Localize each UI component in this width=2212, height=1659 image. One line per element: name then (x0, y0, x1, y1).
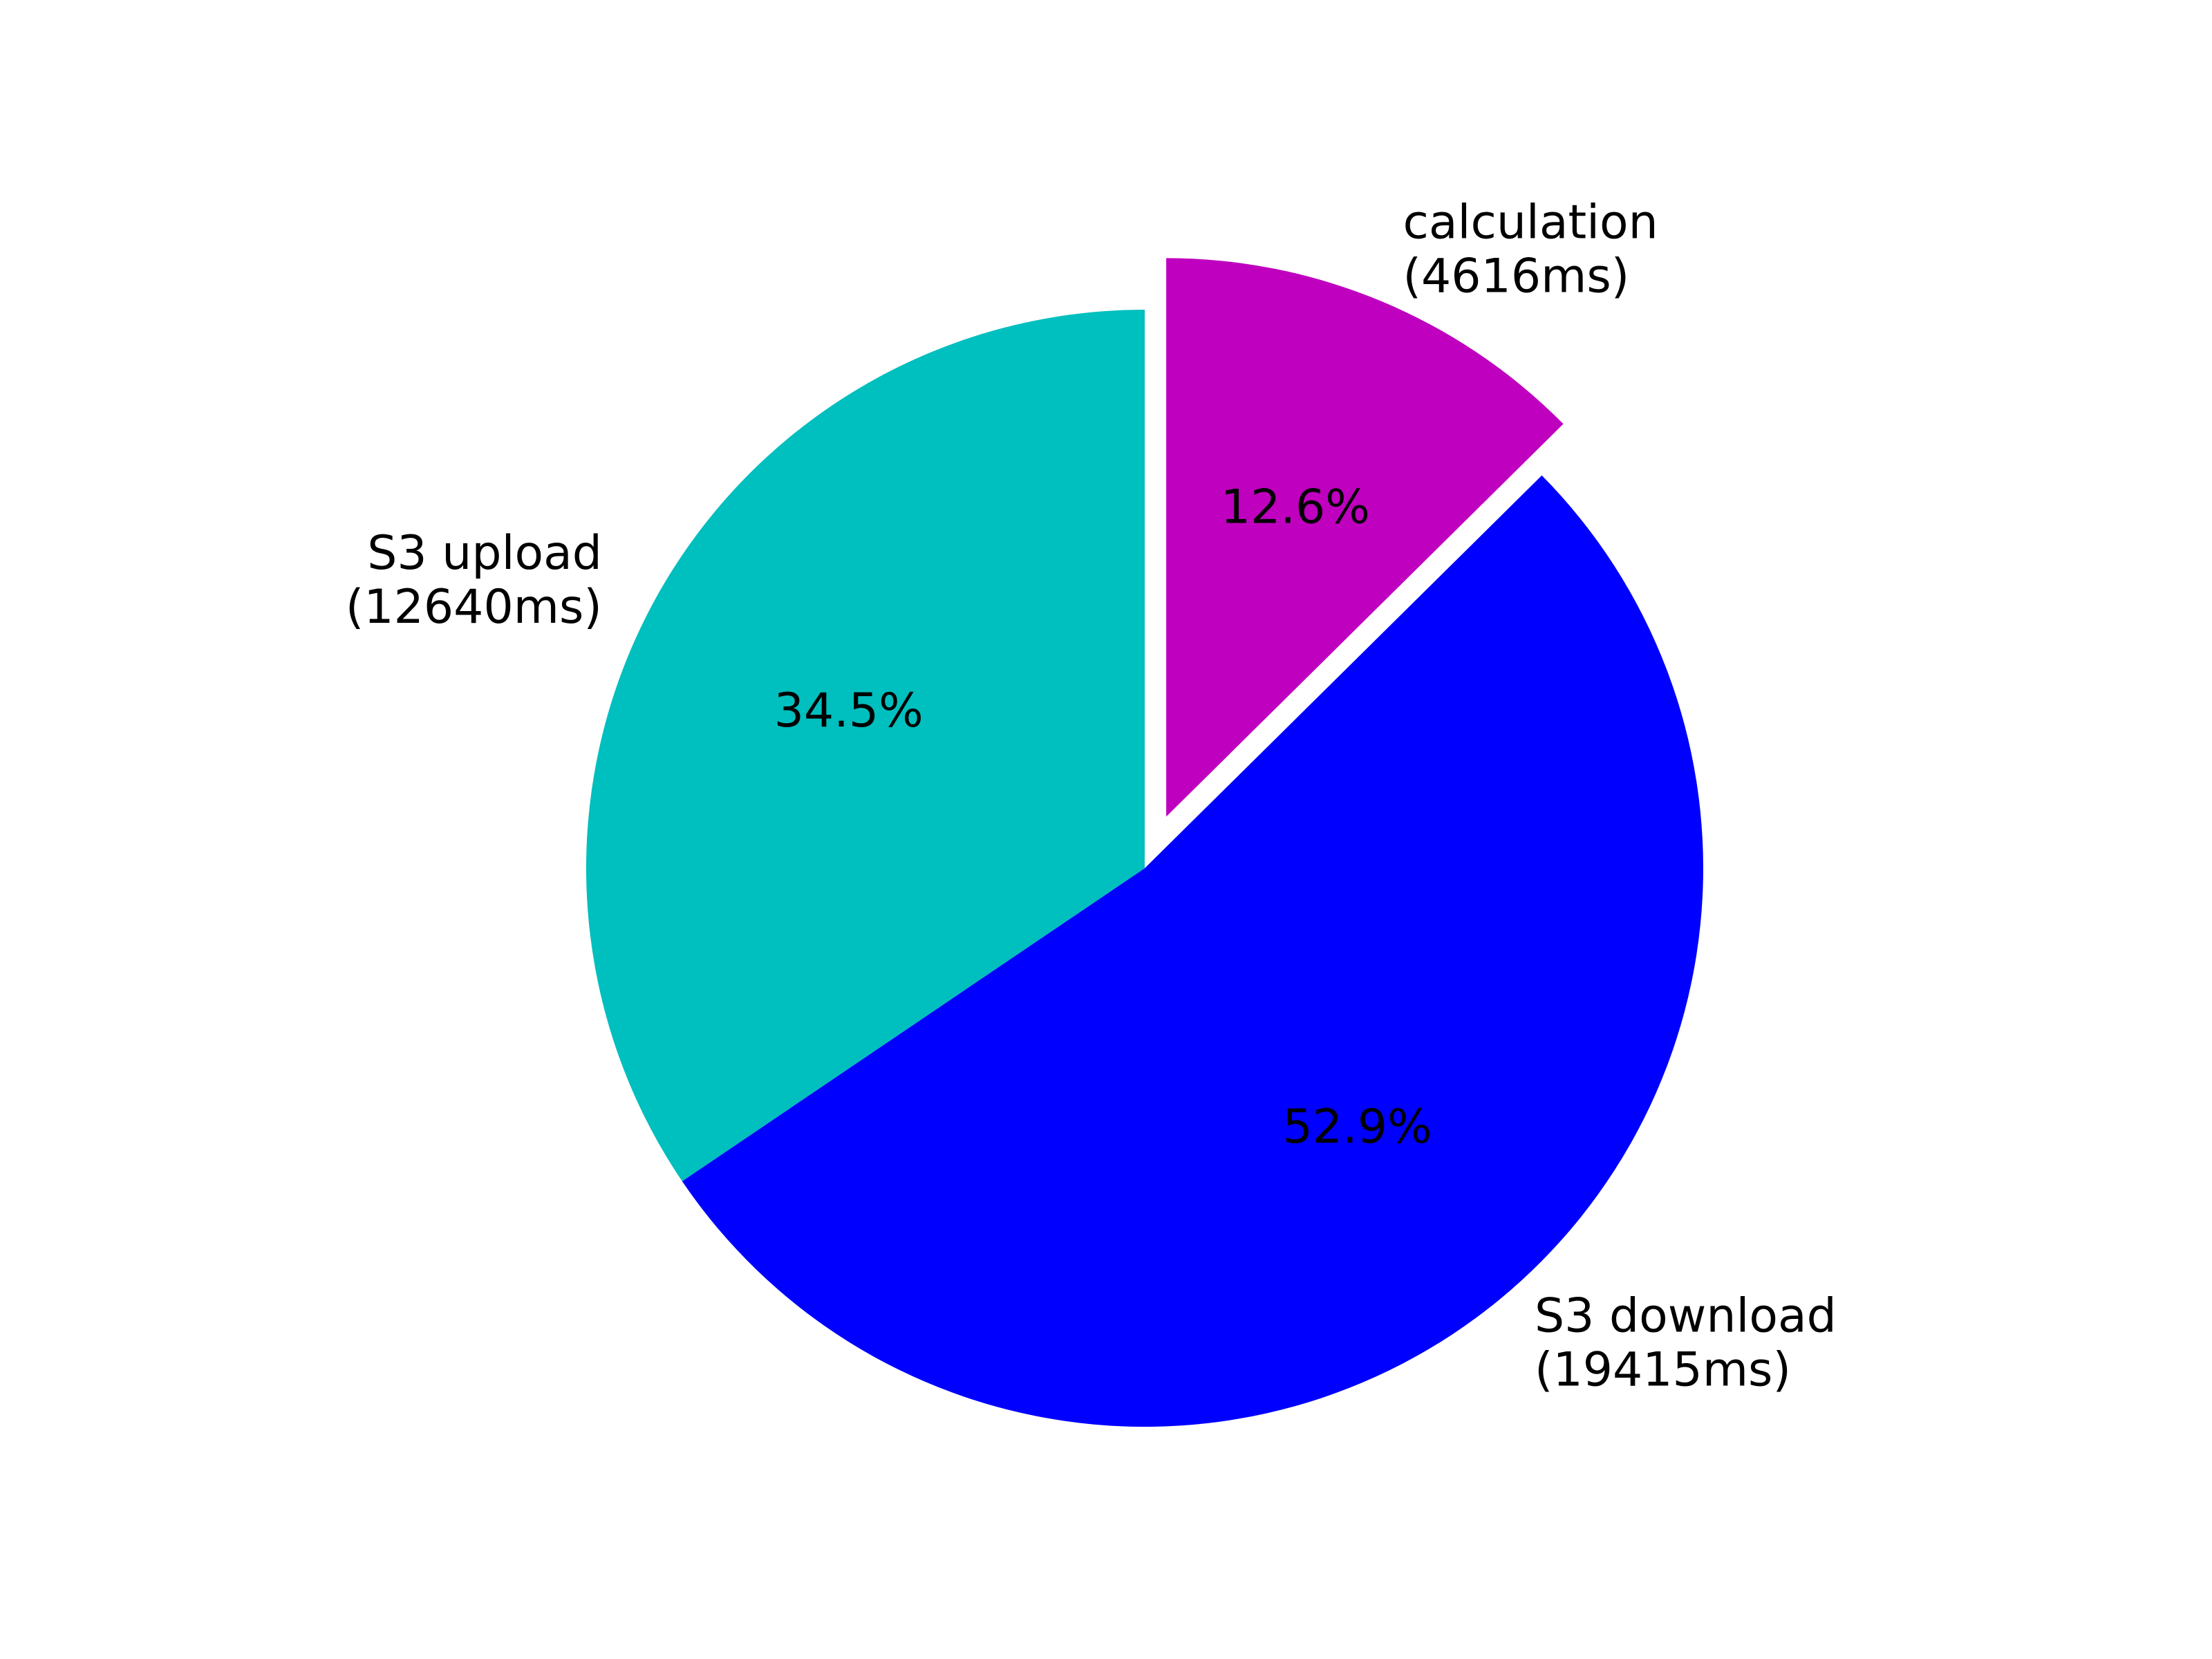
pie-slices (586, 258, 1703, 1427)
pie-category-detail: (4616ms) (1403, 250, 1630, 304)
pie-category-detail: (19415ms) (1535, 1342, 1791, 1397)
pie-percent-label-s3-upload: 34.5% (774, 684, 924, 738)
pie-percent-label-s3-download: 52.9% (1283, 1100, 1432, 1154)
pie-category-label-s3-upload: S3 upload (12640ms) (346, 526, 602, 635)
pie-slice-s3-upload (586, 310, 1145, 1181)
pie-category-label-calculation: calculation (4616ms) (1403, 196, 1658, 304)
pie-slice-calculation (1166, 258, 1564, 817)
pie-category-name: S3 download (1535, 1288, 1837, 1343)
pie-category-detail: (12640ms) (346, 580, 602, 635)
pie-slice-s3-download (682, 475, 1703, 1427)
pie-category-name: S3 upload (367, 526, 602, 581)
pie-category-label-s3-download: S3 download (19415ms) (1535, 1288, 1837, 1397)
pie-labels: 12.6% calculation (4616ms) 52.9% S3 download… (346, 196, 1837, 1398)
pie-percent-label-calculation: 12.6% (1221, 480, 1370, 535)
pie-category-name: calculation (1403, 196, 1658, 250)
